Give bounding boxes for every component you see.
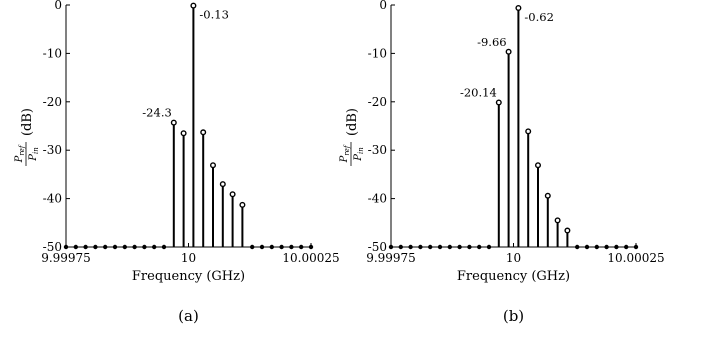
y-tick-label: -20 (368, 95, 387, 109)
baseline-point (142, 244, 147, 250)
baseline-point (250, 244, 255, 250)
baseline-point (308, 244, 314, 250)
x-tick-label: 10.00025 (607, 251, 664, 265)
stem-point (525, 128, 532, 135)
baseline-point (112, 244, 118, 250)
baseline-point (633, 244, 639, 250)
data-label: -20.14 (460, 85, 497, 99)
baseline-point (428, 244, 433, 250)
data-label: -0.13 (199, 8, 229, 22)
chart-panel-a: 0 -10 -20 -30 -40 -509.99975 10 10.00025 Frequen… (14, 0, 340, 325)
stem-point (229, 191, 236, 198)
y-tick-label: -50 (43, 240, 62, 254)
baseline-point (624, 244, 629, 250)
baseline-point (614, 244, 619, 250)
baseline-point (486, 244, 492, 250)
y-tick-label: -40 (43, 192, 62, 206)
y-axis-label-denominator: Pin (353, 147, 365, 162)
y-tick-label: -40 (368, 192, 387, 206)
panel-label: (a) (178, 307, 199, 325)
baseline-point (259, 244, 265, 250)
baseline-point (437, 244, 443, 250)
baseline-point (269, 244, 274, 250)
baseline-point (161, 244, 167, 250)
y-axis-label-unit: (dB) (345, 108, 360, 136)
baseline-point (63, 244, 69, 250)
y-axis-label-numerator-sub: ref (343, 144, 351, 155)
stem-point (535, 162, 542, 169)
stem-point (180, 130, 187, 137)
baseline-point (575, 244, 580, 250)
y-axis-label-numerator-sub: ref (18, 144, 26, 155)
baseline-point (447, 244, 452, 250)
baseline-point (388, 244, 394, 250)
x-tick-label: 10 (506, 251, 521, 265)
baseline-point (73, 244, 79, 250)
stem-point (190, 2, 197, 9)
baseline-point (122, 244, 128, 250)
baseline-point (594, 244, 599, 250)
data-label: -0.62 (524, 10, 554, 24)
baseline-point (103, 244, 108, 250)
y-tick-label: -30 (368, 143, 387, 157)
stem-point (515, 5, 522, 12)
baseline-point (279, 244, 284, 250)
stem-point (505, 48, 512, 55)
baseline-point (398, 244, 403, 250)
stem-point (170, 119, 177, 126)
baseline-point (132, 244, 137, 250)
stem-point (200, 129, 207, 136)
baseline-point (604, 244, 609, 250)
stem-point (219, 181, 226, 188)
chart-panel-b: 0 -10 -20 -30 -40 -509.99975 10 10.00025 Frequen… (339, 0, 665, 325)
data-label: -24.3 (142, 106, 172, 120)
baseline-point (408, 244, 413, 250)
x-tick-label: 10 (181, 251, 196, 265)
x-tick-label: 9.99975 (41, 251, 91, 265)
y-tick-label: -50 (368, 240, 387, 254)
baseline-point (477, 244, 482, 250)
baseline-point (584, 244, 590, 250)
x-tick-label: 9.99975 (366, 251, 416, 265)
stem-point (544, 192, 551, 199)
baseline-point (93, 244, 98, 250)
y-axis-label-denominator: Pin (28, 147, 40, 162)
y-tick-label: -30 (43, 143, 62, 157)
baseline-point (289, 244, 294, 250)
stem-point (239, 201, 246, 208)
stem-point (209, 162, 216, 169)
baseline-point (152, 244, 157, 250)
baseline-point (299, 244, 304, 250)
y-axis-label-numerator: Pref (14, 144, 26, 163)
baseline-point (418, 244, 423, 250)
y-axis-label-denominator-sub: in (357, 147, 365, 154)
y-tick-label: 0 (54, 0, 62, 12)
panel-label: (b) (503, 307, 524, 325)
y-tick-label: -10 (43, 46, 62, 60)
y-tick-label: -10 (368, 46, 387, 60)
data-label: -9.66 (477, 35, 507, 49)
x-axis-label: Frequency (GHz) (132, 269, 245, 284)
stem-point (564, 227, 571, 234)
baseline-point (467, 244, 472, 250)
stem-point (554, 217, 561, 224)
baseline-point (457, 244, 462, 250)
baseline-point (83, 244, 88, 250)
y-axis-label-numerator: Pref (339, 144, 351, 163)
y-axis-label-denominator-sub: in (32, 147, 40, 154)
y-axis-label-unit: (dB) (20, 108, 35, 136)
x-axis-label: Frequency (GHz) (457, 269, 570, 284)
y-tick-label: 0 (379, 0, 387, 12)
y-tick-label: -20 (43, 95, 62, 109)
x-tick-label: 10.00025 (282, 251, 339, 265)
stem-point (495, 99, 502, 106)
